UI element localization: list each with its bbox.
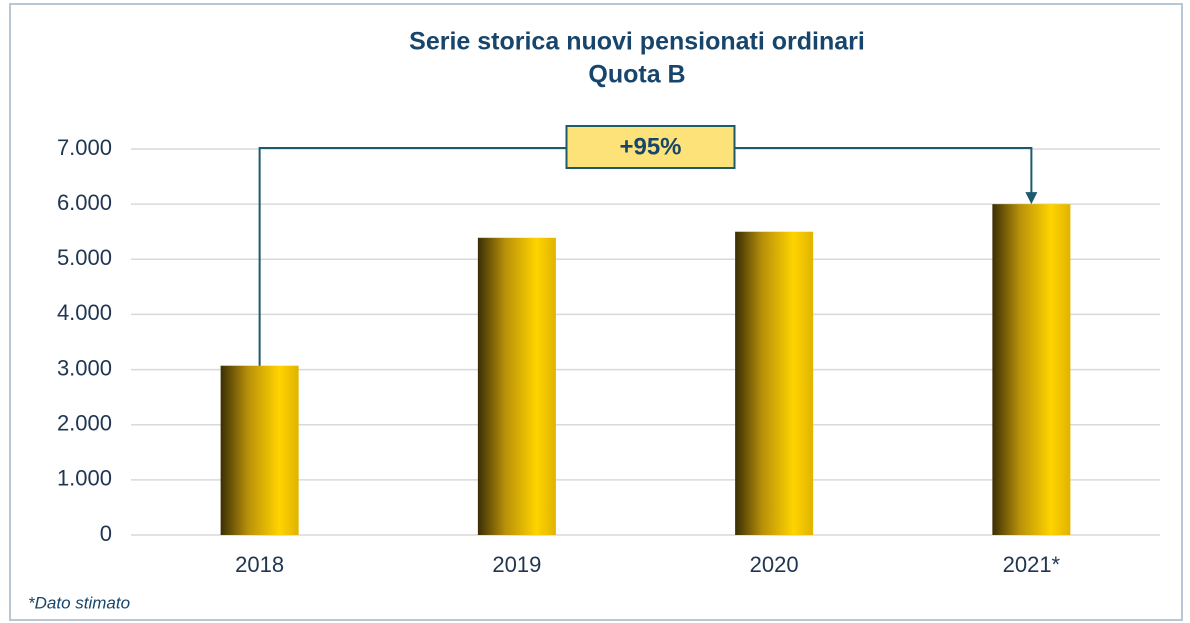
y-tick-label: 3.000 [57, 355, 112, 380]
y-tick-label: 0 [100, 521, 112, 546]
x-tick-label: 2020 [750, 552, 799, 577]
y-tick-label: 5.000 [57, 245, 112, 270]
bar [220, 365, 299, 535]
annotation-label: +95% [619, 133, 681, 160]
annotation-arrow [1025, 192, 1038, 205]
y-tick-label: 7.000 [57, 135, 112, 160]
x-tick-label: 2019 [492, 552, 541, 577]
chart-title: Serie storica nuovi pensionati ordinari [409, 28, 865, 56]
y-tick-label: 6.000 [57, 190, 112, 215]
y-tick-label: 2.000 [57, 411, 112, 436]
x-tick-label: 2018 [235, 552, 284, 577]
footnote: *Dato stimato [28, 593, 130, 612]
y-tick-label: 1.000 [57, 466, 112, 491]
y-tick-label: 4.000 [57, 300, 112, 325]
x-tick-label: 2021* [1003, 552, 1061, 577]
bar [477, 237, 556, 535]
chart-subtitle: Quota B [588, 61, 685, 89]
bar [992, 204, 1071, 535]
annotation-box [565, 125, 736, 169]
bar [735, 231, 814, 535]
frame [9, 3, 1183, 621]
